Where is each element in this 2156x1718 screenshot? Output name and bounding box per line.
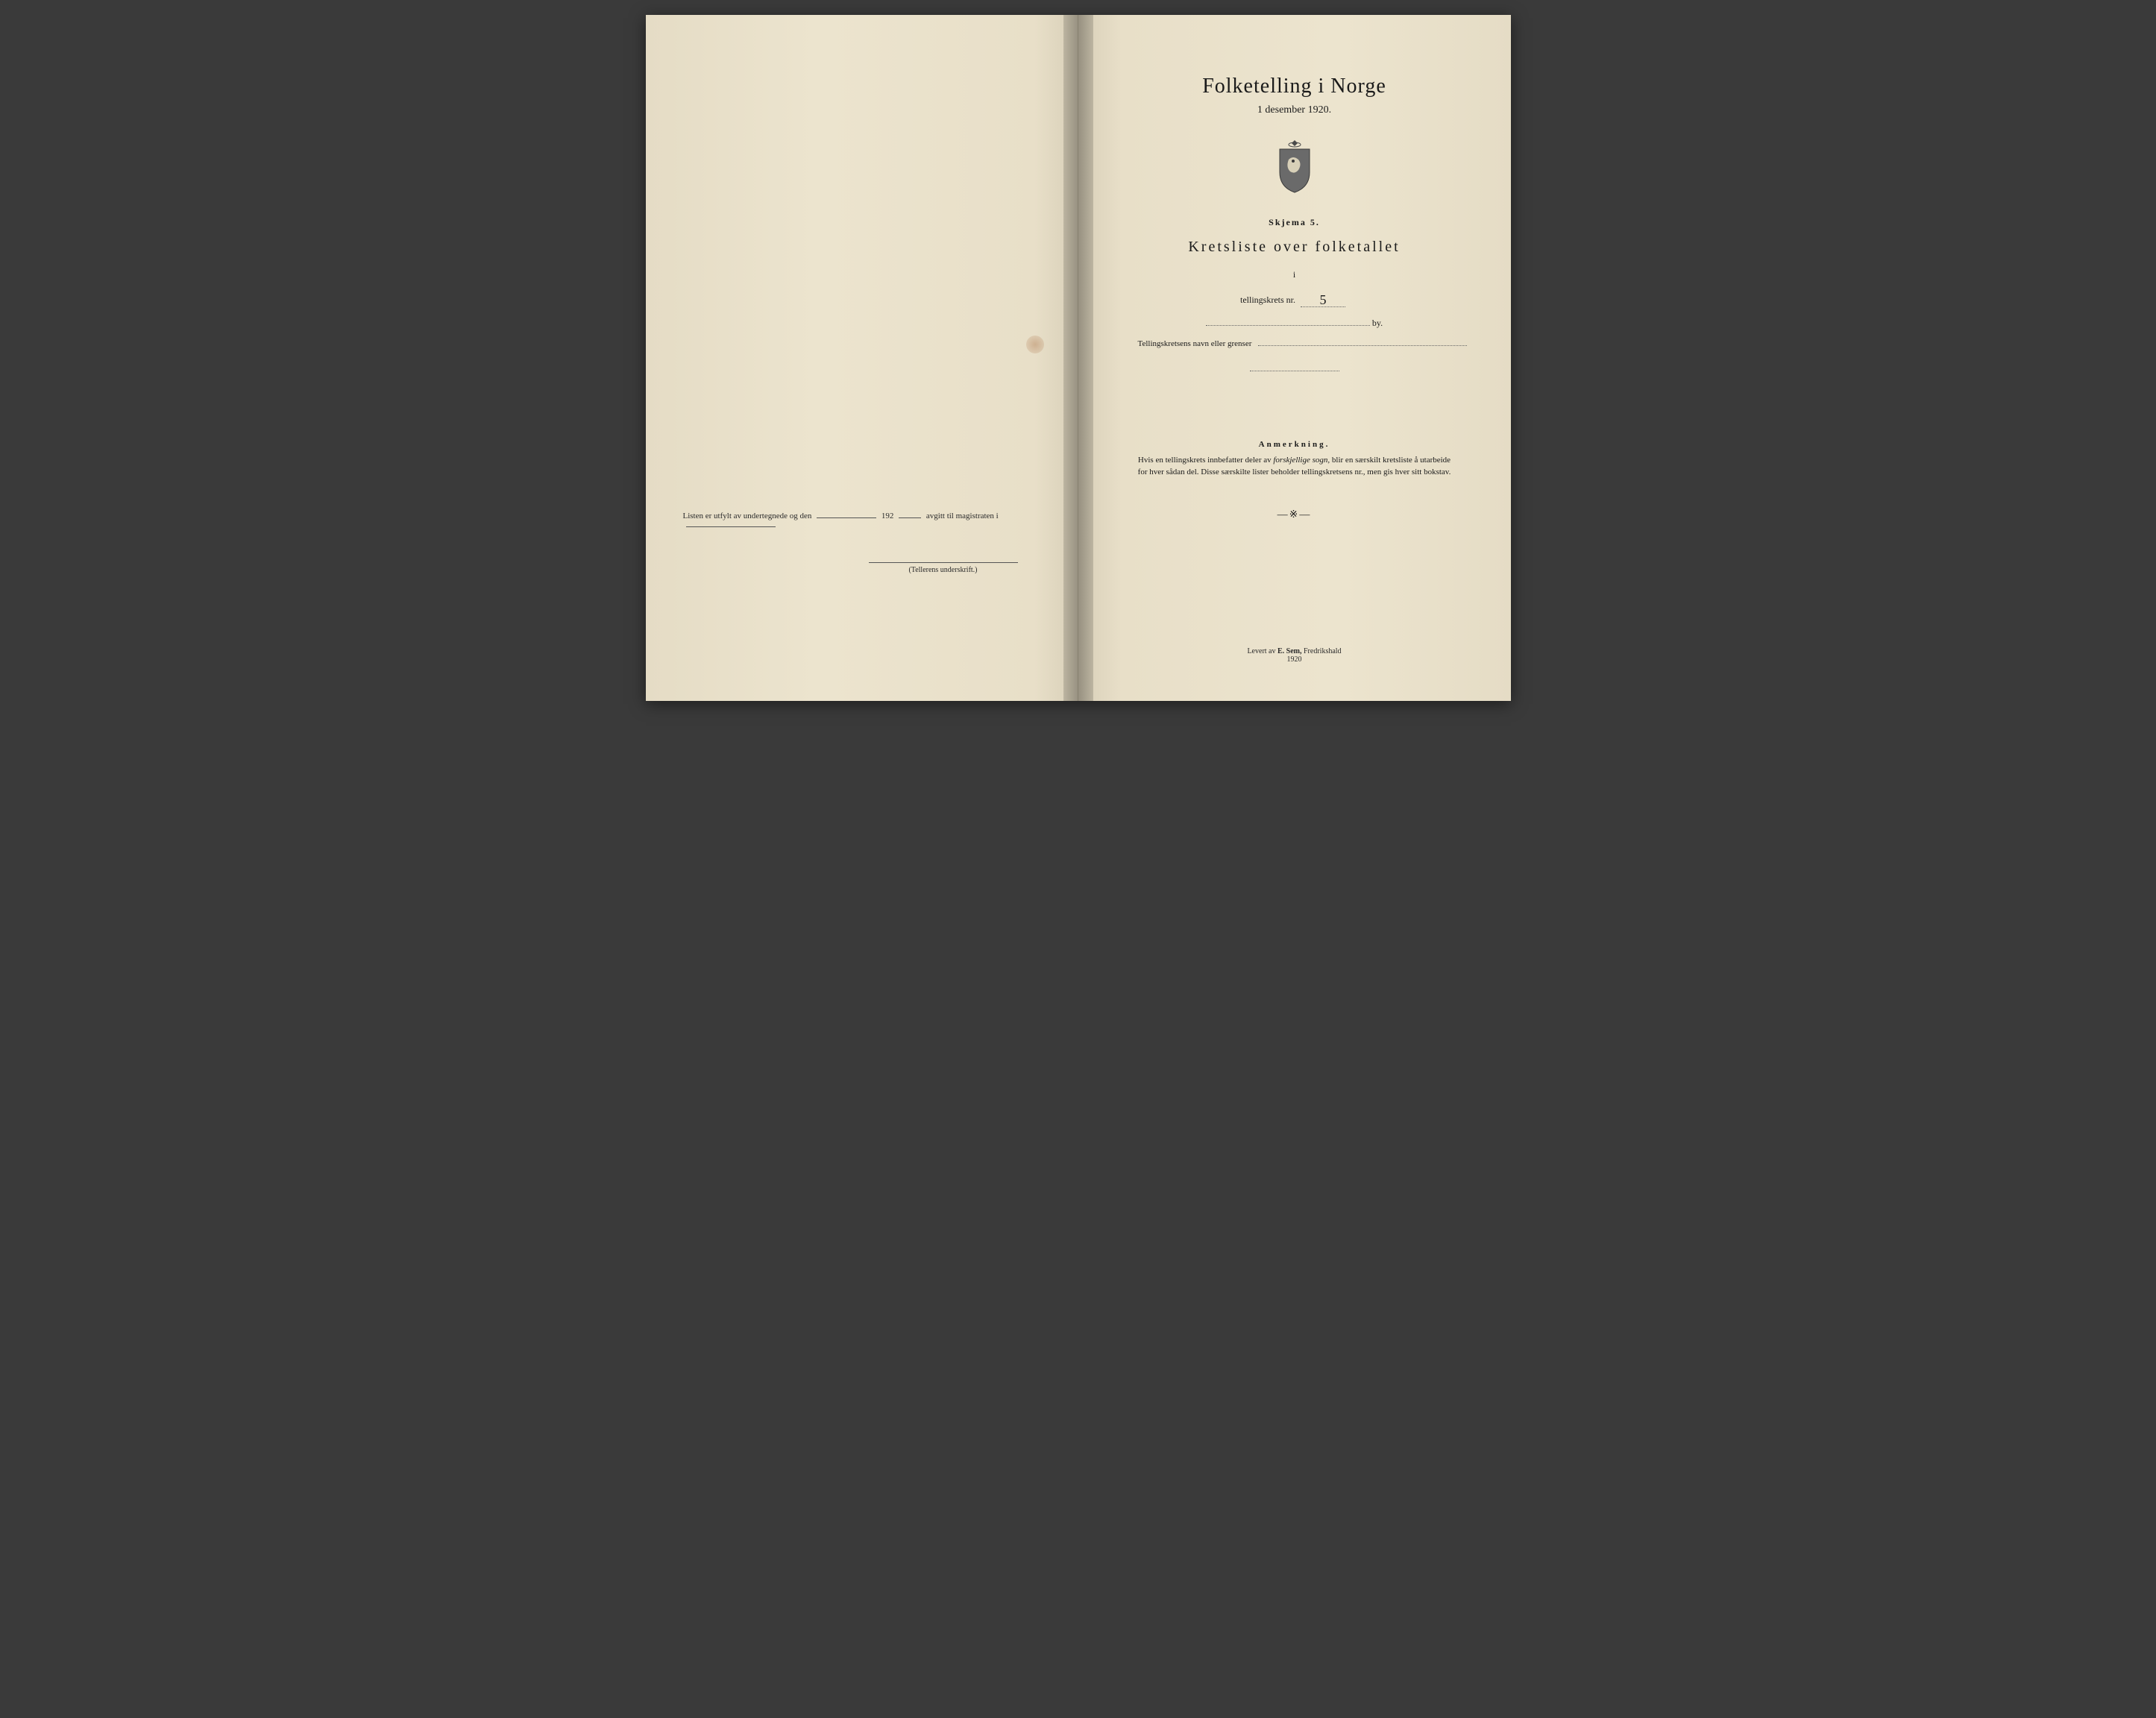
anmerkning-body: Hvis en tellingskrets innbefatter deler … bbox=[1138, 454, 1451, 479]
anmerkning-block: Anmerkning. Hvis en tellingskrets innbef… bbox=[1116, 438, 1474, 479]
date-line: 1 desember 1920. bbox=[1116, 104, 1474, 116]
grenser-blank bbox=[1258, 345, 1467, 346]
footer-bold: E. Sem, bbox=[1277, 647, 1302, 655]
blank-field-year bbox=[899, 517, 921, 518]
left-page: Listen er utfylt av undertegnede og den … bbox=[646, 15, 1078, 701]
main-title: Folketelling i Norge bbox=[1116, 75, 1474, 98]
left-statement-line: Listen er utfylt av undertegnede og den … bbox=[683, 512, 1040, 529]
small-i: i bbox=[1116, 269, 1474, 280]
grenser-label: Tellingskretsens navn eller grenser bbox=[1138, 339, 1252, 348]
paper-stain bbox=[1026, 336, 1044, 353]
subtitle: Kretsliste over folketallet bbox=[1116, 239, 1474, 256]
ornament-icon: —※— bbox=[1116, 509, 1474, 521]
anm-text-1: Hvis en tellingskrets innbefatter deler … bbox=[1138, 456, 1273, 465]
blank-field-magistrat bbox=[686, 526, 776, 527]
footer: Levert av E. Sem, Fredrikshald 1920 bbox=[1078, 647, 1511, 664]
footer-suffix: Fredrikshald bbox=[1302, 647, 1342, 655]
krets-value: 5 bbox=[1320, 292, 1327, 307]
by-blank bbox=[1206, 325, 1370, 326]
by-row: by. bbox=[1116, 318, 1474, 329]
book-spread: Listen er utfylt av undertegnede og den … bbox=[646, 15, 1511, 701]
right-page: Folketelling i Norge 1 desember 1920. Sk… bbox=[1078, 15, 1511, 701]
signature-caption: (Tellerens underskrift.) bbox=[869, 562, 1018, 574]
statement-prefix: Listen er utfylt av undertegnede og den bbox=[683, 512, 812, 520]
right-content: Folketelling i Norge 1 desember 1920. Sk… bbox=[1116, 45, 1474, 521]
anm-italic: forskjellige sogn, bbox=[1273, 456, 1330, 465]
krets-field: 5 bbox=[1301, 291, 1345, 307]
skjema-label: Skjema 5. bbox=[1116, 217, 1474, 228]
grenser-row: Tellingskretsens navn eller grenser bbox=[1116, 339, 1474, 348]
coat-of-arms-icon bbox=[1272, 139, 1317, 195]
footer-line-1: Levert av E. Sem, Fredrikshald bbox=[1078, 647, 1511, 655]
krets-row: tellingskrets nr. 5 bbox=[1116, 291, 1474, 307]
anmerkning-title: Anmerkning. bbox=[1138, 438, 1451, 451]
crest-svg bbox=[1272, 139, 1317, 195]
year-prefix: 192 bbox=[881, 512, 894, 520]
by-suffix: by. bbox=[1372, 318, 1383, 328]
blank-field-date bbox=[817, 517, 876, 518]
footer-prefix: Levert av bbox=[1247, 647, 1277, 655]
statement-suffix: avgitt til magistraten i bbox=[926, 512, 999, 520]
signature-block: (Tellerens underskrift.) bbox=[869, 562, 1018, 574]
footer-line-2: 1920 bbox=[1078, 655, 1511, 664]
krets-label: tellingskrets nr. bbox=[1240, 295, 1295, 305]
